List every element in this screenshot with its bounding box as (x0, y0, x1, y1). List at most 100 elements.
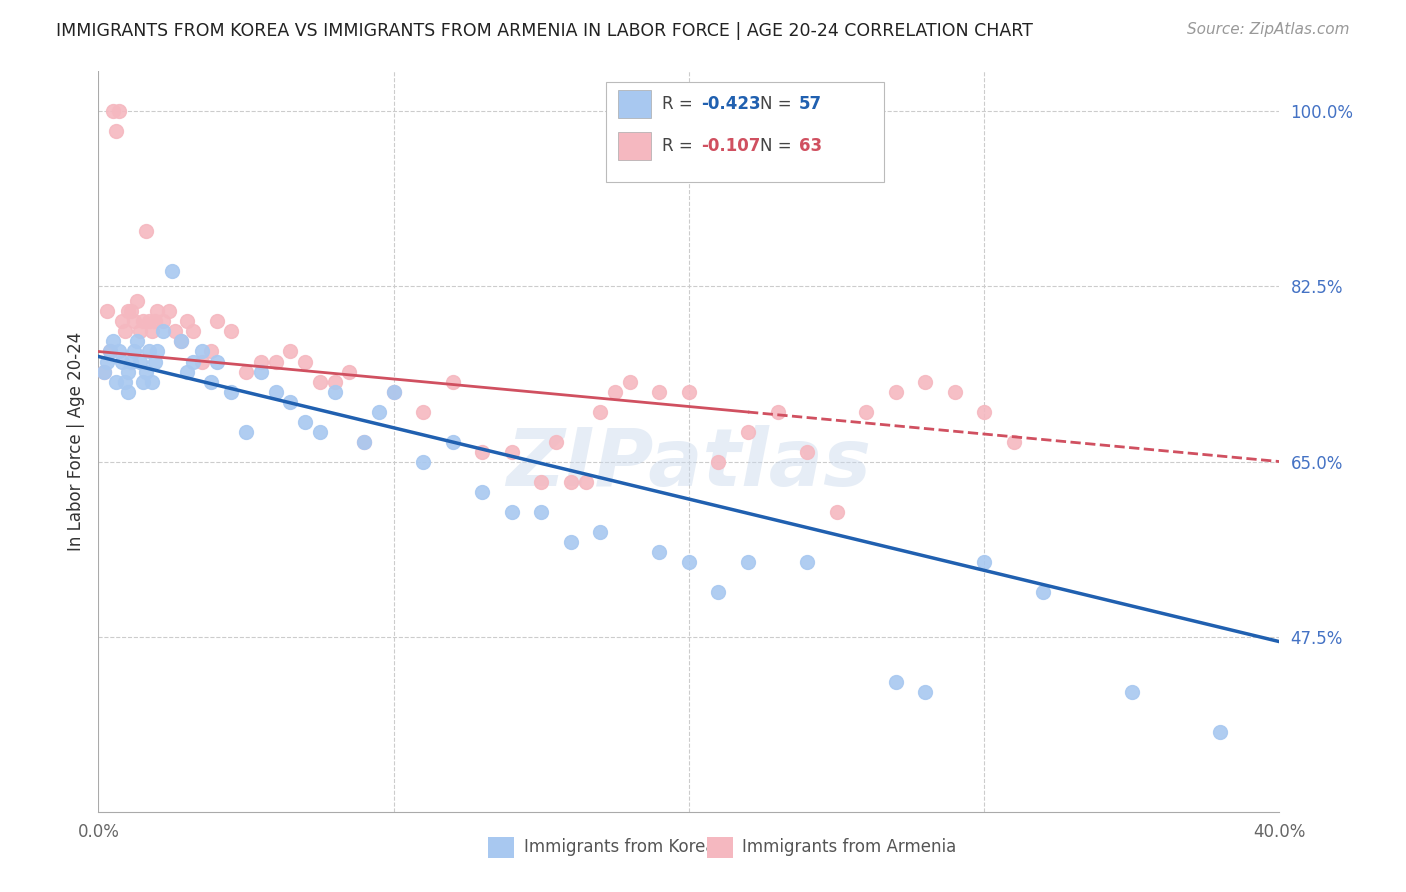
Text: Immigrants from Armenia: Immigrants from Armenia (742, 838, 956, 856)
Bar (619, 132, 651, 161)
Point (170, 334, 193, 349)
Point (235, 364, 257, 378)
Point (648, 384, 671, 399)
Text: ZIPatlas: ZIPatlas (506, 425, 872, 503)
Point (98, 344, 121, 359)
Point (125, 334, 148, 349)
Point (294, 415, 316, 429)
Point (412, 454, 434, 468)
Text: R =: R = (662, 95, 693, 113)
Point (914, 684, 936, 698)
Point (114, 325, 136, 339)
Point (382, 384, 405, 399)
Text: -0.107: -0.107 (700, 137, 761, 155)
Point (250, 364, 273, 378)
Point (132, 314, 155, 328)
Point (441, 434, 464, 449)
Point (530, 505, 553, 519)
Text: N =: N = (759, 137, 792, 155)
Point (93, 364, 115, 378)
Point (353, 434, 375, 449)
Point (546, 434, 568, 449)
Point (707, 454, 730, 468)
Point (125, 294, 148, 309)
Point (146, 304, 169, 318)
Text: R =: R = (662, 137, 693, 155)
Text: 63: 63 (799, 137, 823, 155)
Point (128, 354, 150, 368)
Point (162, 264, 183, 278)
Point (368, 404, 391, 418)
Point (973, 404, 995, 418)
Text: N =: N = (759, 95, 792, 113)
Point (264, 384, 287, 399)
Point (884, 384, 907, 399)
Point (200, 375, 222, 389)
Point (117, 364, 139, 378)
Bar (619, 90, 651, 118)
Point (152, 314, 174, 328)
Point (143, 354, 166, 368)
Point (103, 104, 125, 119)
Point (412, 404, 434, 418)
Point (855, 404, 877, 418)
Point (105, 375, 128, 389)
Point (737, 555, 759, 569)
Point (138, 314, 160, 328)
Point (181, 325, 204, 339)
Point (825, 505, 848, 519)
Point (471, 444, 494, 458)
Point (96, 354, 118, 368)
Point (707, 584, 730, 599)
Text: Source: ZipAtlas.com: Source: ZipAtlas.com (1187, 22, 1350, 37)
Point (501, 505, 523, 519)
Point (122, 344, 145, 359)
Point (152, 325, 174, 339)
Text: -0.423: -0.423 (700, 95, 761, 113)
Point (309, 375, 332, 389)
Point (589, 524, 612, 539)
Point (914, 375, 936, 389)
Point (309, 425, 332, 439)
Point (560, 475, 582, 489)
Point (205, 354, 228, 368)
Point (221, 384, 243, 399)
Bar (488, 837, 515, 857)
Point (648, 544, 671, 558)
Point (280, 344, 302, 359)
Point (143, 314, 166, 328)
Point (200, 344, 222, 359)
Bar (707, 837, 733, 857)
Point (114, 375, 136, 389)
Point (98, 344, 121, 359)
Point (117, 304, 139, 318)
Point (103, 334, 125, 349)
Point (605, 384, 627, 399)
Point (589, 404, 612, 418)
Point (264, 354, 287, 368)
Point (105, 124, 128, 138)
Point (796, 444, 818, 458)
Point (120, 304, 142, 318)
Point (138, 344, 160, 359)
Text: IMMIGRANTS FROM KOREA VS IMMIGRANTS FROM ARMENIA IN LABOR FORCE | AGE 20-24 CORR: IMMIGRANTS FROM KOREA VS IMMIGRANTS FROM… (56, 22, 1033, 40)
Point (884, 674, 907, 689)
Text: 57: 57 (799, 95, 823, 113)
Point (176, 314, 198, 328)
Point (530, 475, 553, 489)
Point (382, 384, 405, 399)
Point (157, 304, 180, 318)
Point (132, 375, 155, 389)
Point (737, 425, 759, 439)
Point (108, 344, 131, 359)
Point (146, 344, 169, 359)
Point (1032, 584, 1054, 599)
Point (943, 384, 966, 399)
Point (122, 314, 145, 328)
Point (141, 325, 163, 339)
Point (441, 375, 464, 389)
Point (575, 475, 598, 489)
Point (339, 364, 361, 378)
Point (353, 434, 375, 449)
Point (471, 484, 494, 499)
